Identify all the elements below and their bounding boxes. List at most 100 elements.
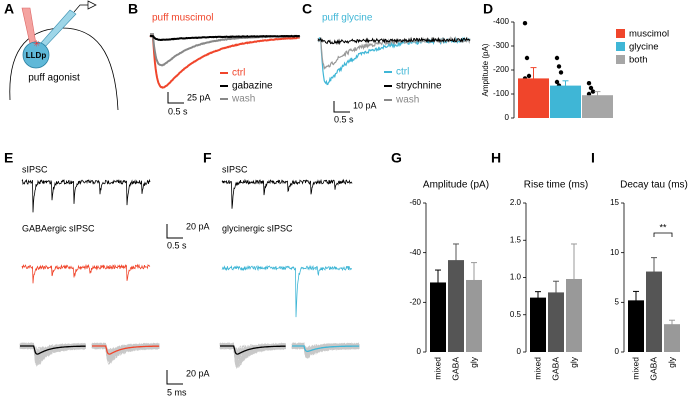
trace [317, 36, 471, 46]
y-tick-label: 0 [615, 347, 620, 356]
significance-label: ** [659, 222, 667, 232]
y-tick-label: 5 [615, 297, 620, 306]
amplifier [87, 0, 97, 10]
trace [221, 178, 353, 209]
scale-label: 20 pA [186, 368, 210, 378]
scale-bar [166, 224, 183, 239]
x-tick-label: gly [468, 356, 478, 368]
caption: puff agonist [28, 73, 80, 84]
puff-marker: ✳ [33, 38, 41, 48]
overlay-trace [91, 342, 160, 363]
scale-label: 0.5 s [168, 106, 188, 116]
y-tick-label: -400 [493, 17, 510, 26]
data-point [524, 55, 530, 61]
bar [530, 297, 546, 352]
y-tick-label: 0 [517, 347, 522, 356]
scale-label: 0.5 s [167, 240, 187, 250]
data-point [522, 21, 528, 26]
panel-title: puff muscimol [152, 13, 214, 24]
x-tick-label: GABA [648, 357, 658, 381]
panel-letter: G [391, 150, 402, 166]
trace [221, 264, 352, 318]
scale-bar [333, 101, 350, 113]
x-tick-label: gly [666, 356, 676, 368]
trace [317, 36, 471, 86]
y-tick-label: 0 [505, 113, 510, 122]
data-point [588, 85, 594, 91]
bar [550, 85, 581, 118]
panel-letter: H [491, 150, 501, 166]
bar [566, 278, 582, 352]
panel-letter: E [4, 150, 13, 166]
trace-label: GABAergic sIPSC [22, 223, 95, 233]
recording-pipette [39, 9, 77, 49]
puff-marker [150, 33, 154, 36]
legend-label: both [629, 55, 648, 66]
panel-letter: F [203, 150, 212, 166]
trace [149, 34, 300, 89]
scale-label: 0.5 s [334, 114, 354, 124]
y-tick-label: -20 [409, 297, 421, 306]
legend-label: strychnine [396, 81, 442, 92]
x-tick-label: GABA [450, 357, 460, 381]
y-tick-label: 1.0 [510, 273, 522, 282]
average-trace [20, 345, 86, 355]
legend-swatch [616, 42, 625, 51]
data-point [586, 91, 592, 97]
data-point [554, 79, 560, 85]
y-tick-label: 15 [610, 198, 619, 207]
x-tick-label: GABA [550, 357, 560, 381]
y-tick-label: -60 [409, 198, 421, 207]
average-trace [220, 345, 286, 355]
legend-swatch [616, 29, 625, 38]
overlay-trace [291, 342, 360, 360]
scale-bar [166, 370, 183, 385]
scale-label: 10 pA [353, 100, 377, 110]
average-trace [92, 345, 160, 355]
bar [628, 300, 644, 352]
trace [21, 263, 151, 284]
legend-label: wash [395, 95, 419, 106]
scale-bar [167, 92, 184, 104]
y-tick-label: -300 [493, 41, 510, 50]
data-point [554, 55, 560, 61]
chart-title: Amplitude (pA) [423, 180, 489, 191]
panel-letter: C [302, 1, 312, 17]
y-tick-label: -200 [493, 65, 510, 74]
legend-swatch [616, 55, 625, 64]
y-tick-label: 0.5 [510, 310, 522, 319]
bar [430, 282, 446, 352]
chart-title: Decay tau (ms) [620, 180, 688, 191]
trace [317, 35, 471, 71]
legend-label: ctrl [396, 67, 409, 78]
trace [21, 178, 151, 213]
trace-label: glycinergic sIPSC [222, 223, 293, 233]
trace [149, 34, 301, 41]
significance-bracket [653, 232, 673, 237]
data-point [558, 70, 564, 75]
x-tick-label: mixed [432, 357, 442, 380]
y-tick-label: -100 [493, 89, 510, 98]
y-axis-label: Amplitude (pA) [481, 43, 490, 96]
bar [448, 260, 464, 352]
panel-letter: I [591, 150, 595, 166]
y-tick-label: 10 [610, 248, 619, 257]
brain-outline [9, 27, 119, 111]
data-point [526, 73, 532, 79]
scale-label: 25 pA [187, 92, 211, 102]
bar [518, 78, 549, 118]
chart-title: Rise time (ms) [524, 180, 588, 191]
data-point [586, 81, 592, 86]
panel-title: puff glycine [322, 13, 373, 24]
scale-label: 20 pA [186, 221, 210, 231]
y-tick-label: 2.0 [510, 198, 522, 207]
panel-letter: D [483, 1, 493, 17]
x-tick-label: mixed [532, 357, 542, 380]
legend-label: glycine [629, 42, 659, 53]
panel-letter: A [4, 1, 14, 17]
bar [664, 324, 680, 352]
y-tick-label: 1.5 [510, 235, 522, 244]
cell [22, 41, 50, 69]
y-tick-label: 0 [417, 347, 422, 356]
